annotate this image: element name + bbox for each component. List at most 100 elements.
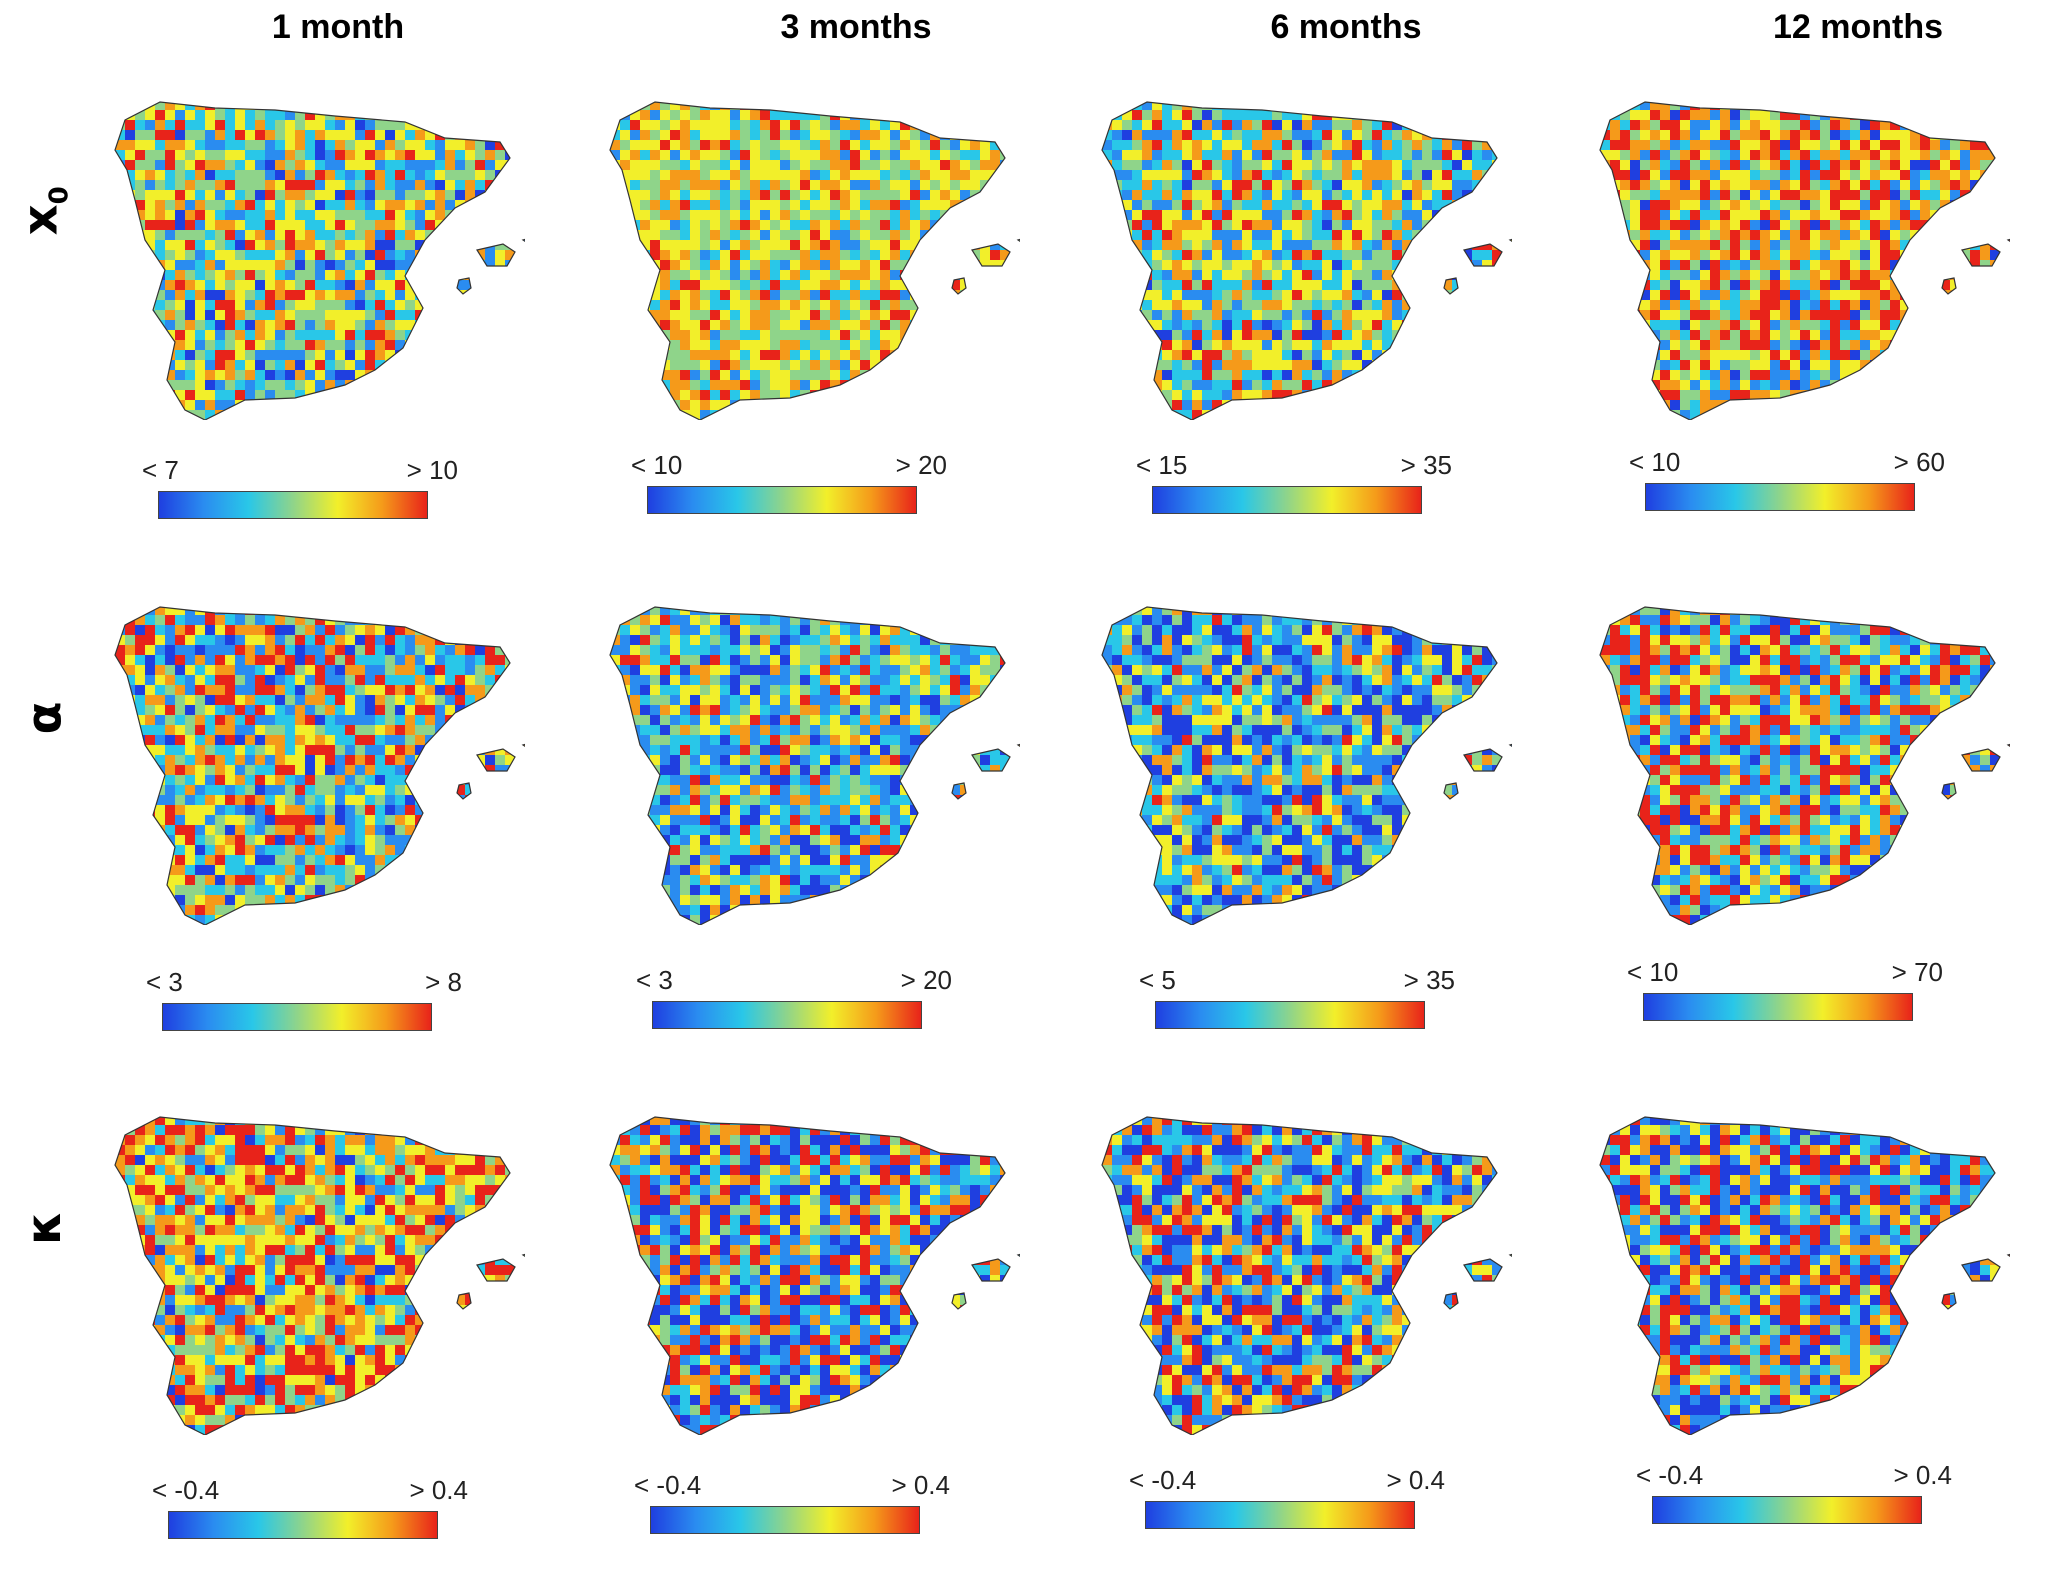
column-title-12-months: 12 months (1772, 8, 1944, 46)
map-row2-col3 (1101, 606, 1512, 925)
island-outline (1961, 243, 2001, 267)
colorbar (162, 1003, 432, 1031)
row-symbol-x: x (13, 204, 70, 236)
island-outline (1508, 238, 1512, 243)
legend-row3-col4: < -0.4 > 0.4 (1636, 1460, 1952, 1530)
row-label-alpha: α (14, 690, 74, 746)
colorbar (652, 1001, 922, 1029)
island-outline (476, 748, 516, 772)
island-outline (1443, 1292, 1459, 1310)
legend-row1-col1: < 7 > 10 (142, 455, 458, 525)
map-row1-col1 (114, 101, 525, 420)
island-outline (971, 1258, 1011, 1282)
colorbar (647, 486, 917, 514)
peninsula-outline (114, 101, 511, 420)
column-title-6-months: 6 months (1270, 8, 1422, 46)
legend-row1-col4: < 10 > 60 (1629, 447, 1945, 517)
legend-min-label: < 10 (1627, 957, 1679, 987)
peninsula-outline (114, 606, 511, 925)
peninsula-outline (1599, 1116, 1996, 1435)
peninsula-outline (114, 1116, 511, 1435)
island-outline (1961, 1258, 2001, 1282)
column-title-3-months: 3 months (780, 8, 932, 46)
legend-max-label: > 60 (1893, 447, 1945, 477)
legend-max-label: > 0.4 (891, 1470, 950, 1500)
peninsula-outline (609, 1116, 1006, 1435)
island-outline (1016, 743, 1020, 748)
colorbar (1652, 1496, 1922, 1524)
legend-max-label: > 0.4 (1893, 1460, 1952, 1490)
island-outline (521, 238, 525, 243)
island-outline (1508, 1253, 1512, 1258)
legend-max-label: > 20 (900, 965, 952, 995)
legend-row2-col3: < 5 > 35 (1139, 965, 1455, 1035)
column-title-1-month: 1 month (271, 8, 405, 46)
legend-max-label: > 8 (425, 967, 462, 997)
peninsula-outline (609, 101, 1006, 420)
legend-min-label: < 15 (1136, 450, 1188, 480)
island-outline (456, 1292, 472, 1310)
peninsula-outline (1599, 101, 1996, 420)
legend-max-label: > 35 (1400, 450, 1452, 480)
map-row1-col4 (1599, 101, 2010, 420)
row-label-kappa: κ (14, 1200, 74, 1256)
map-row2-col4 (1599, 606, 2010, 925)
peninsula-outline (1101, 1116, 1498, 1435)
island-outline (2006, 743, 2010, 748)
island-outline (1016, 1253, 1020, 1258)
row-subscript-0: 0 (44, 186, 75, 205)
island-outline (521, 743, 525, 748)
peninsula-outline (1101, 101, 1498, 420)
island-outline (1016, 238, 1020, 243)
island-outline (2006, 238, 2010, 243)
row-symbol-kappa: κ (15, 1210, 72, 1246)
legend-min-label: < 5 (1139, 965, 1176, 995)
island-outline (476, 1258, 516, 1282)
island-outline (971, 748, 1011, 772)
legend-max-label: > 20 (895, 450, 947, 480)
legend-row3-col1: < -0.4 > 0.4 (152, 1475, 468, 1545)
peninsula-outline (1101, 606, 1498, 925)
colorbar (650, 1506, 920, 1534)
island-outline (476, 243, 516, 267)
colorbar (158, 491, 428, 519)
legend-min-label: < -0.4 (1636, 1460, 1704, 1490)
legend-max-label: > 10 (406, 455, 458, 485)
legend-min-label: < -0.4 (634, 1470, 702, 1500)
legend-min-label: < 7 (142, 455, 179, 485)
island-outline (1463, 748, 1503, 772)
colorbar (1155, 1001, 1425, 1029)
island-outline (1941, 277, 1957, 295)
island-outline (456, 782, 472, 800)
colorbar (1643, 993, 1913, 1021)
island-outline (1961, 748, 2001, 772)
legend-min-label: < 3 (636, 965, 673, 995)
island-outline (1941, 782, 1957, 800)
island-outline (1443, 782, 1459, 800)
legend-row2-col2: < 3 > 20 (636, 965, 952, 1035)
row-symbol-alpha: α (15, 701, 72, 735)
map-row3-col1 (114, 1116, 525, 1435)
map-row1-col3 (1101, 101, 1512, 420)
island-outline (1941, 1292, 1957, 1310)
island-outline (456, 277, 472, 295)
legend-row2-col4: < 10 > 70 (1627, 957, 1943, 1027)
legend-max-label: > 70 (1891, 957, 1943, 987)
legend-row1-col2: < 10 > 20 (631, 450, 947, 520)
legend-min-label: < 10 (631, 450, 683, 480)
map-row3-col2 (609, 1116, 1020, 1435)
legend-max-label: > 35 (1403, 965, 1455, 995)
map-row3-col3 (1101, 1116, 1512, 1435)
row-label-x0: x0 (13, 180, 75, 242)
legend-row3-col3: < -0.4 > 0.4 (1129, 1465, 1445, 1535)
island-outline (971, 243, 1011, 267)
map-row2-col1 (114, 606, 525, 925)
legend-min-label: < -0.4 (152, 1475, 220, 1505)
colorbar (1645, 483, 1915, 511)
island-outline (1463, 1258, 1503, 1282)
island-outline (1443, 277, 1459, 295)
map-row3-col4 (1599, 1116, 2010, 1435)
legend-min-label: < 10 (1629, 447, 1681, 477)
legend-min-label: < -0.4 (1129, 1465, 1197, 1495)
island-outline (951, 782, 967, 800)
